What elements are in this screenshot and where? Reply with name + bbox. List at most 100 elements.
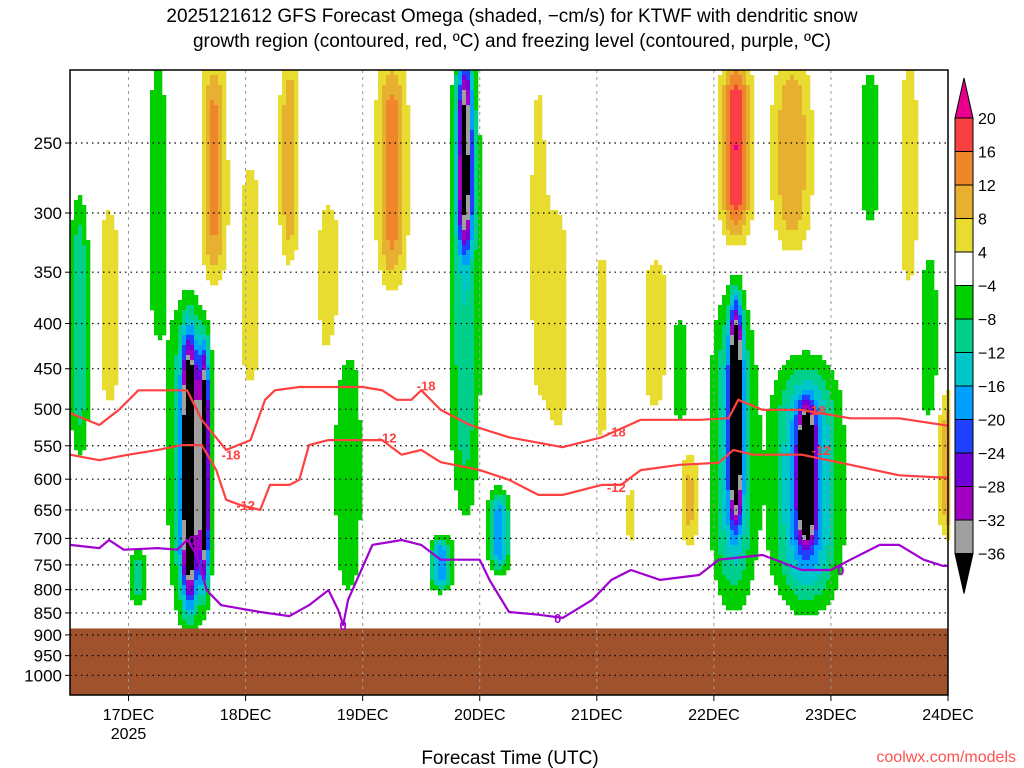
omega-cell [190, 350, 195, 356]
omega-cell [210, 435, 215, 441]
omega-cell [186, 355, 191, 361]
omega-cell [386, 190, 391, 196]
omega-cell [154, 220, 159, 226]
omega-cell [338, 430, 343, 436]
omega-cell [538, 165, 543, 171]
omega-cell [202, 175, 207, 181]
omega-cell [458, 75, 463, 81]
omega-cell [102, 235, 107, 241]
omega-cell [794, 75, 799, 81]
omega-cell [110, 320, 115, 326]
omega-cell [290, 225, 295, 231]
omega-cell [794, 375, 799, 381]
omega-cell [206, 265, 211, 271]
omega-cell [386, 75, 391, 81]
omega-cell [82, 235, 87, 241]
omega-cell [170, 370, 175, 376]
omega-cell [734, 80, 739, 86]
omega-cell [474, 420, 479, 426]
omega-cell [462, 410, 467, 416]
omega-cell [662, 340, 667, 346]
omega-cell [746, 170, 751, 176]
omega-cell [466, 410, 471, 416]
omega-cell [730, 100, 735, 106]
omega-cell [250, 330, 255, 336]
omega-cell [598, 350, 603, 356]
omega-cell [730, 370, 735, 376]
omega-cell [822, 425, 827, 431]
omega-cell [398, 275, 403, 281]
omega-cell [738, 125, 743, 131]
omega-cell [914, 215, 919, 221]
omega-cell [742, 335, 747, 341]
omega-cell [474, 395, 479, 401]
omega-cell [282, 185, 287, 191]
omega-cell [210, 135, 215, 141]
omega-cell [462, 140, 467, 146]
omega-cell [450, 230, 455, 236]
omega-cell [742, 370, 747, 376]
omega-cell [282, 195, 287, 201]
omega-cell [730, 225, 735, 231]
omega-cell [730, 90, 735, 96]
omega-cell [318, 300, 323, 306]
omega-cell [794, 120, 799, 126]
omega-cell [542, 145, 547, 151]
omega-cell [206, 105, 211, 111]
omega-cell [818, 405, 823, 411]
omega-cell [742, 100, 747, 106]
omega-cell [358, 435, 363, 441]
omega-cell [758, 430, 763, 436]
omega-cell [866, 120, 871, 126]
omega-cell [170, 325, 175, 331]
omega-cell [658, 395, 663, 401]
omega-cell [114, 250, 119, 256]
omega-cell [338, 405, 343, 411]
omega-cell [390, 95, 395, 101]
omega-cell [398, 180, 403, 186]
omega-cell [790, 420, 795, 426]
omega-cell [390, 265, 395, 271]
omega-cell [458, 180, 463, 186]
omega-cell [474, 250, 479, 256]
omega-cell [458, 140, 463, 146]
omega-cell [554, 420, 559, 426]
omega-cell [378, 115, 383, 121]
omega-cell [914, 165, 919, 171]
omega-cell [538, 240, 543, 246]
omega-cell [902, 115, 907, 121]
omega-cell [466, 175, 471, 181]
omega-cell [774, 185, 779, 191]
omega-cell [734, 105, 739, 111]
omega-cell [538, 360, 543, 366]
omega-cell [86, 240, 91, 246]
omega-cell [778, 195, 783, 201]
omega-cell [790, 355, 795, 361]
omega-cell [110, 385, 115, 391]
omega-cell [546, 385, 551, 391]
omega-cell [178, 325, 183, 331]
omega-cell [466, 95, 471, 101]
omega-cell [466, 440, 471, 446]
omega-cell [726, 80, 731, 86]
omega-cell [170, 435, 175, 441]
omega-cell [206, 440, 211, 446]
omega-cell [322, 295, 327, 301]
omega-cell [902, 130, 907, 136]
omega-cell [802, 390, 807, 396]
omega-cell [322, 300, 327, 306]
omega-cell [866, 125, 871, 131]
omega-cell [778, 445, 783, 451]
omega-cell [394, 225, 399, 231]
omega-cell [802, 135, 807, 141]
omega-cell [786, 100, 791, 106]
omega-cell [174, 435, 179, 441]
omega-cell [746, 320, 751, 326]
omega-cell [226, 160, 231, 166]
omega-cell [910, 80, 915, 86]
omega-cell [778, 90, 783, 96]
omega-cell [914, 160, 919, 166]
omega-cell [806, 90, 811, 96]
omega-cell [598, 280, 603, 286]
omega-cell [210, 255, 215, 261]
